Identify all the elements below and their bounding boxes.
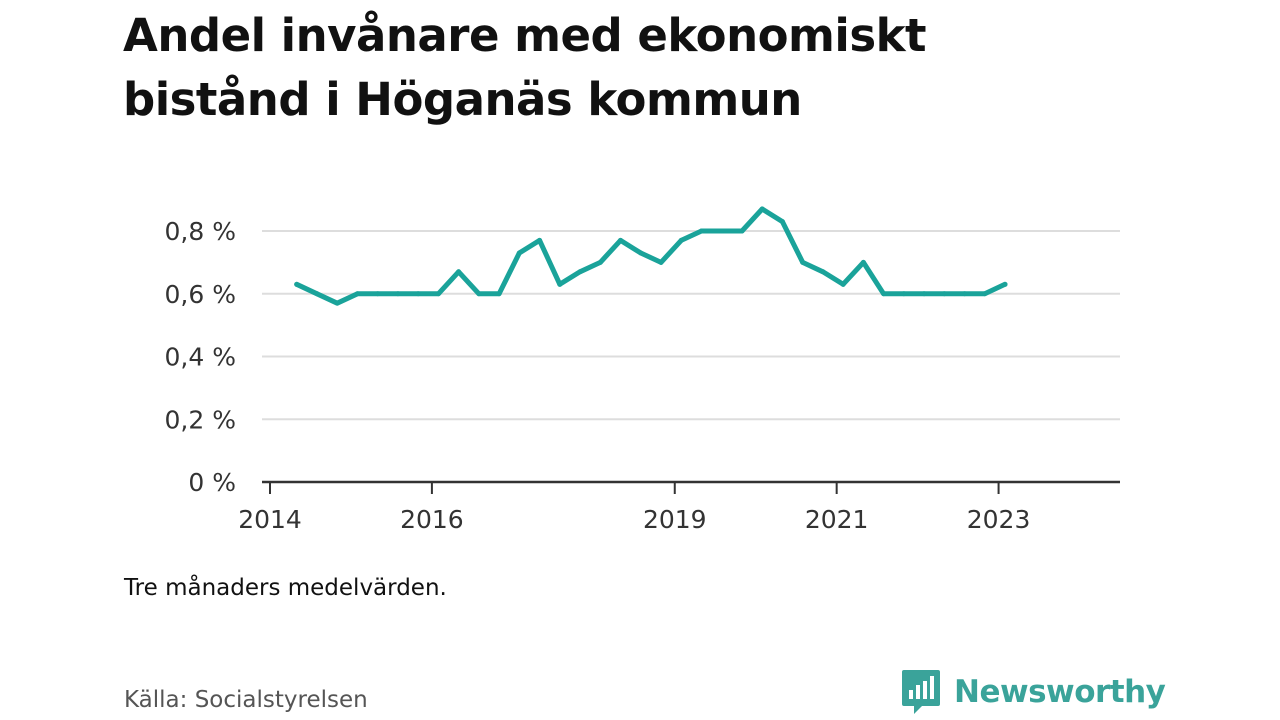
data-point — [820, 269, 826, 275]
x-tick-label: 2016 — [400, 505, 464, 534]
data-point — [395, 291, 401, 297]
series-line — [294, 206, 1008, 306]
data-point — [779, 219, 785, 225]
data-point — [334, 300, 340, 306]
data-point — [840, 281, 846, 287]
data-point — [496, 291, 502, 297]
x-tick-label: 2014 — [238, 505, 302, 534]
data-point — [860, 259, 866, 265]
newsworthy-logo-icon — [902, 670, 940, 714]
data-point — [719, 228, 725, 234]
data-point — [476, 291, 482, 297]
data-point — [456, 269, 462, 275]
data-point — [698, 228, 704, 234]
data-point — [739, 228, 745, 234]
data-point — [881, 291, 887, 297]
data-point — [294, 281, 300, 287]
data-point — [618, 237, 624, 243]
data-point — [516, 250, 522, 256]
data-point — [921, 291, 927, 297]
x-tick-label: 2023 — [967, 505, 1031, 534]
data-point — [982, 291, 988, 297]
data-point — [1002, 281, 1008, 287]
y-tick-label: 0,8 % — [165, 217, 236, 246]
data-point — [941, 291, 947, 297]
data-point — [638, 250, 644, 256]
newsworthy-brand: Newsworthy — [900, 668, 1166, 716]
chart-title-line-1: Andel invånare med ekonomiskt — [123, 9, 927, 62]
y-tick-label: 0,6 % — [165, 280, 236, 309]
y-tick-label: 0,2 % — [165, 405, 236, 434]
series-group — [294, 206, 1008, 306]
data-point — [597, 259, 603, 265]
x-tick-label: 2019 — [643, 505, 707, 534]
data-point — [435, 291, 441, 297]
data-point — [354, 291, 360, 297]
data-point — [415, 291, 421, 297]
y-axis-tick-labels: 0 % 0,2 % 0,4 % 0,6 % 0,8 % — [165, 217, 236, 497]
data-point — [537, 237, 543, 243]
data-point — [678, 237, 684, 243]
data-point — [901, 291, 907, 297]
data-point — [375, 291, 381, 297]
data-point — [314, 291, 320, 297]
chart-note: Tre månaders medelvärden. — [124, 575, 447, 601]
brand-name: Newsworthy — [954, 674, 1166, 710]
y-tick-label: 0,4 % — [165, 343, 236, 372]
y-tick-label: 0 % — [188, 468, 236, 497]
chart-title-line-2: bistånd i Höganäs kommun — [123, 73, 802, 126]
x-axis: 2014 2016 2019 2021 2023 — [238, 480, 1120, 534]
data-point — [759, 206, 765, 212]
data-point — [800, 259, 806, 265]
data-point — [577, 269, 583, 275]
data-point — [557, 281, 563, 287]
chart-title: Andel invånare med ekonomiskt bistånd i … — [123, 4, 1123, 132]
x-tick-label: 2021 — [805, 505, 869, 534]
data-point — [658, 259, 664, 265]
data-point — [962, 291, 968, 297]
gridlines — [262, 230, 1120, 421]
source-credit: Källa: Socialstyrelsen — [124, 687, 368, 713]
